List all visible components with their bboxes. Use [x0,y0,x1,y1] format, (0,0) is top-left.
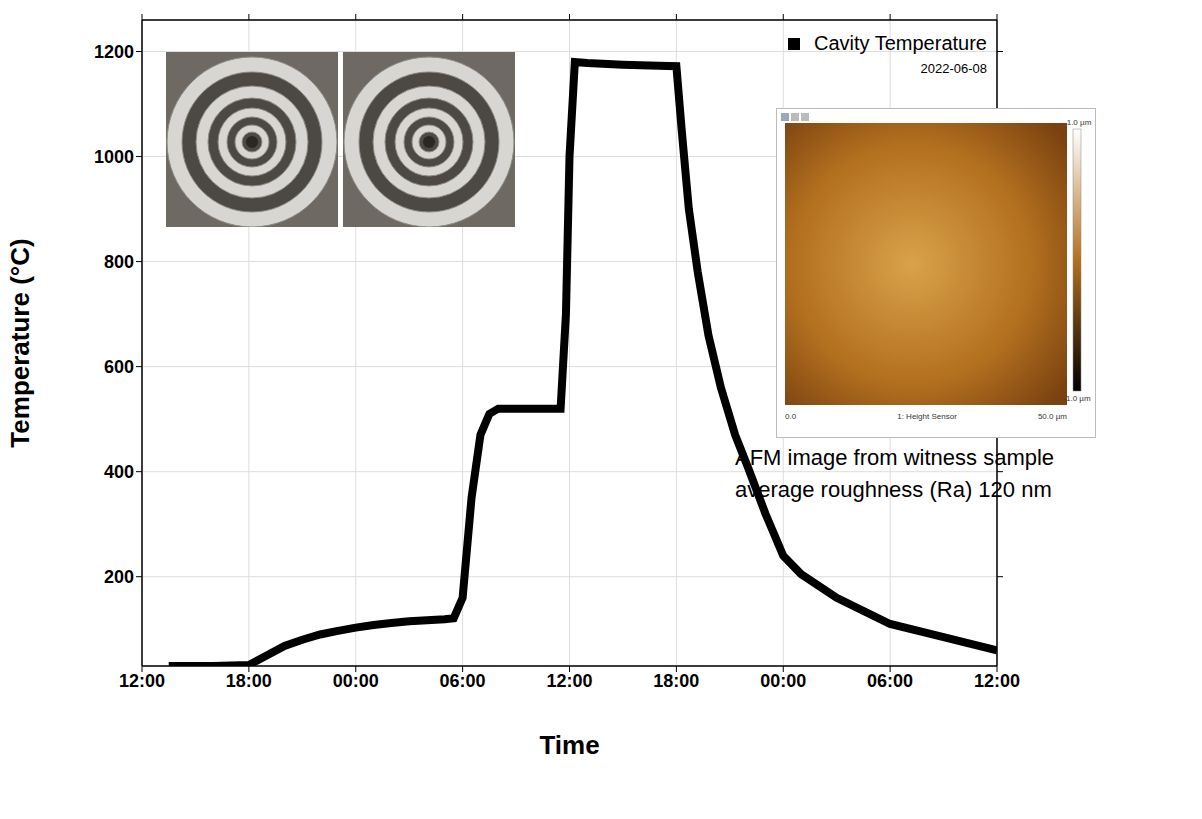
svg-text:06:00: 06:00 [440,671,486,691]
svg-text:1000: 1000 [94,147,134,167]
html-text:Cavity Temperature: Cavity Temperature [814,32,987,54]
svg-text:12:00: 12:00 [974,671,1020,691]
svg-text:200: 200 [104,567,134,587]
svg-text:12:00: 12:00 [546,671,592,691]
html-text:AFM image from witness sample: AFM image from witness sample [735,445,1055,470]
svg-text:600: 600 [104,357,134,377]
svg-text:0.0: 0.0 [785,412,797,421]
html-text:average roughness (Ra) 120 nm: average roughness (Ra) 120 nm [735,477,1052,502]
svg-text:Time: Time [539,730,599,760]
svg-text:50.0 µm: 50.0 µm [1038,412,1067,421]
html-text:2022-06-08: 2022-06-08 [920,61,987,76]
svg-text:1200: 1200 [94,42,134,62]
svg-text:00:00: 00:00 [760,671,806,691]
svg-text:800: 800 [104,252,134,272]
svg-text:1: Height Sensor: 1: Height Sensor [897,412,957,421]
svg-text:00:00: 00:00 [333,671,379,691]
svg-text:12:00: 12:00 [119,671,165,691]
svg-text:-1.0 µm: -1.0 µm [1063,394,1091,403]
svg-text:18:00: 18:00 [653,671,699,691]
svg-text:Temperature (°C): Temperature (°C) [5,238,35,447]
svg-text:1.0 µm: 1.0 µm [1067,118,1092,127]
svg-text:06:00: 06:00 [867,671,913,691]
svg-text:18:00: 18:00 [226,671,272,691]
svg-text:400: 400 [104,462,134,482]
